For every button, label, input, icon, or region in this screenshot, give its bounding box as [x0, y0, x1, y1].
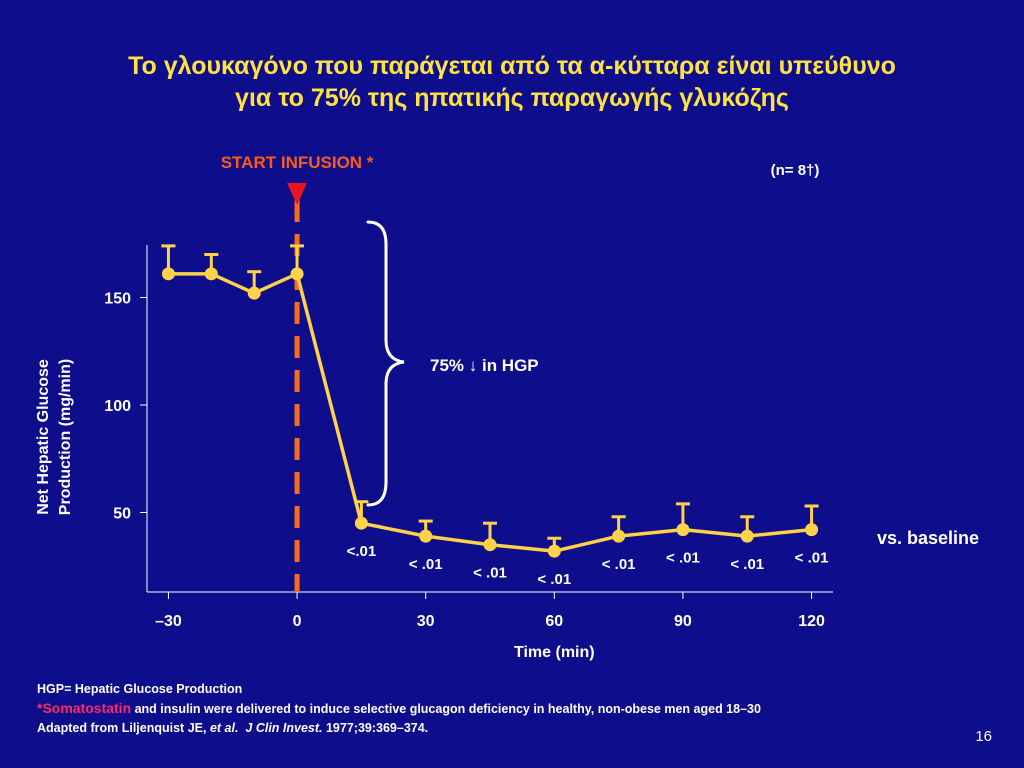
citation-etal: et al.: [209, 721, 239, 735]
data-point: [676, 523, 690, 537]
x-axis-label: Time (min): [514, 644, 595, 661]
y-tick-label: 150: [104, 290, 131, 307]
series-line: [168, 272, 812, 553]
brace-icon: [366, 220, 405, 507]
data-point: [547, 544, 561, 558]
citation-prefix: Adapted from Liljenquist JE,: [37, 721, 210, 735]
citation-suffix: 1977;39:369–374.: [322, 721, 429, 735]
p-value-label: <.01: [347, 543, 377, 560]
data-point: [354, 516, 368, 530]
data-point: [204, 267, 218, 281]
footnotes: HGP= Hepatic Glucose Production *Somatos…: [37, 680, 761, 738]
y-axis-label-line-1: Net Hepatic Glucose: [35, 359, 52, 515]
p-value-label: < .01: [602, 556, 636, 573]
p-value-label: < .01: [409, 556, 443, 573]
data-point: [419, 529, 433, 543]
vs-baseline-label: vs. baseline: [877, 528, 979, 548]
citation-journal: J Clin Invest.: [245, 721, 323, 735]
footnote-somatostatin-rest: and insulin were delivered to induce sel…: [131, 702, 761, 716]
data-point: [612, 529, 626, 543]
footnote-somatostatin-highlight: *Somatostatin: [37, 700, 132, 716]
data-point: [740, 529, 754, 543]
page-number: 16: [975, 728, 992, 745]
footnote-citation: Adapted from Liljenquist JE, et al. J Cl…: [37, 719, 761, 738]
title-line-1: Το γλουκαγόνο που παράγεται από τα α-κύτ…: [128, 52, 896, 80]
y-tick-label: 50: [113, 505, 131, 522]
p-value-label: < .01: [473, 565, 507, 582]
data-point: [247, 286, 261, 300]
x-tick-label: 30: [417, 613, 435, 630]
footnote-hgp-definition: HGP= Hepatic Glucose Production: [37, 682, 243, 696]
x-tick-label: 90: [674, 613, 692, 630]
infusion-arrow-icon: [287, 183, 308, 205]
footnote-somatostatin: *Somatostatin and insulin were delivered…: [37, 699, 761, 719]
n-label: (n= 8†): [771, 162, 820, 179]
slide-title: Το γλουκαγόνο που παράγεται από τα α-κύτ…: [0, 50, 1024, 114]
data-point: [161, 267, 175, 281]
x-tick-label: –30: [155, 613, 182, 630]
data-point: [290, 267, 304, 281]
title-line-2: για το 75% της ηπατικής παραγωγής γλυκόζ…: [235, 84, 789, 112]
y-tick-label: 100: [104, 398, 131, 415]
infusion-label: START INFUSION *: [221, 153, 374, 172]
x-tick-label: 60: [545, 613, 563, 630]
x-tick-label: 0: [293, 613, 302, 630]
p-value-label: < .01: [795, 550, 829, 567]
y-axis-label-line-2: Production (mg/min): [57, 359, 74, 515]
hgp-line-chart: 50 100 150 –30 0 30 60 90 120 Time (min) Net Hepat…: [35, 153, 979, 661]
p-value-label: < .01: [666, 550, 700, 567]
data-point: [483, 538, 497, 552]
p-value-label: < .01: [537, 571, 571, 588]
brace-label: 75% ↓ in HGP: [430, 356, 539, 375]
data-point: [805, 523, 819, 537]
x-tick-label: 120: [798, 613, 825, 630]
p-value-label: < .01: [730, 556, 764, 573]
